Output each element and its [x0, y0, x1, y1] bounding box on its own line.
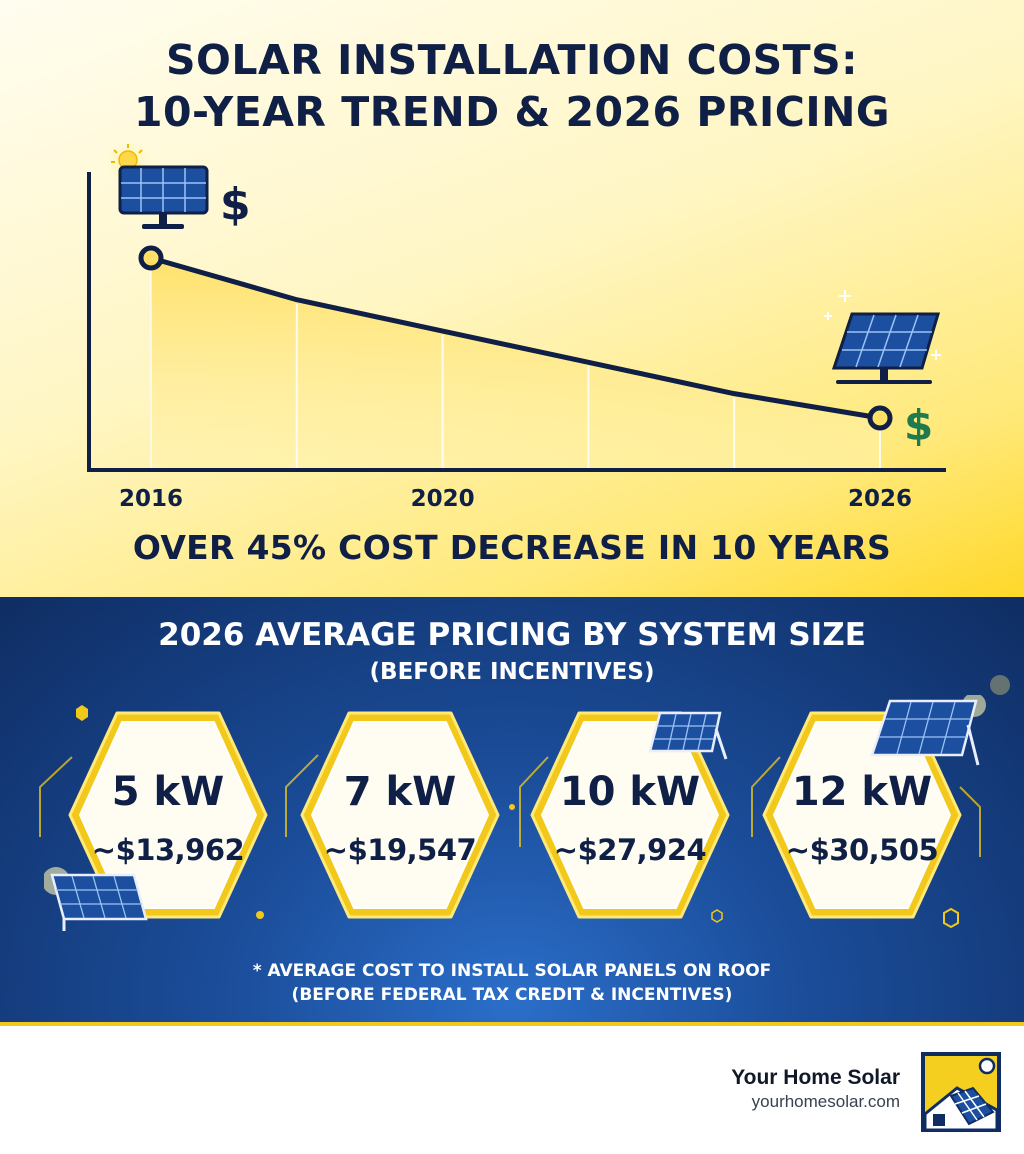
chart-point [138, 245, 164, 271]
hexagon-card-shape [68, 711, 268, 919]
system-price-label: ~$19,547 [323, 833, 477, 867]
brand-name: Your Home Solar [731, 1066, 900, 1089]
pricing-card: 7 kW ~$19,547 [298, 709, 502, 921]
title-line-2: 10-YEAR TREND & 2026 PRICING [133, 88, 891, 136]
pricing-title: 2026 AVERAGE PRICING BY SYSTEM SIZE [158, 617, 866, 653]
pricing-subtitle: (BEFORE INCENTIVES) [369, 659, 655, 685]
system-price-label: ~$27,924 [553, 833, 707, 867]
solar-panel-icon-left [44, 867, 148, 931]
solar-panel-icon-card4 [870, 695, 986, 766]
page-title: SOLAR INSTALLATION COSTS: 10-YEAR TREND … [0, 34, 1024, 138]
cost-decrease-summary: OVER 45% COST DECREASE IN 10 YEARS [132, 528, 892, 567]
x-tick-label: 2026 [848, 486, 912, 512]
system-size-label: 10 kW [559, 769, 701, 815]
x-tick-label: 2020 [411, 486, 475, 512]
trend-section: SOLAR INSTALLATION COSTS: 10-YEAR TREND … [0, 0, 1024, 597]
solar-panel-start-icon [106, 140, 209, 229]
footnote-line-2: (BEFORE FEDERAL TAX CREDIT & INCENTIVES) [291, 985, 733, 1005]
pricing-card: 10 kW ~$27,924 [528, 709, 732, 921]
end-dollar-icon: $ [904, 401, 933, 450]
system-price-label: ~$30,505 [785, 833, 939, 867]
hexagon-card-shape [762, 711, 962, 919]
chart-tick-labels: 2016 2020 2026 [119, 486, 912, 512]
system-size-label: 7 kW [343, 769, 457, 815]
house-solar-roof-icon [921, 1052, 1001, 1132]
pricing-card: 12 kW ~$30,505 [760, 709, 964, 921]
chart-line-group [138, 245, 893, 431]
footnote-line-1: * AVERAGE COST TO INSTALL SOLAR PANELS O… [252, 961, 772, 981]
hexagon-card-shape [300, 711, 500, 919]
title-line-1: SOLAR INSTALLATION COSTS: [165, 36, 859, 84]
system-size-label: 5 kW [111, 769, 225, 815]
pricing-card: 5 kW ~$13,962 [66, 709, 270, 921]
system-size-label: 12 kW [791, 769, 933, 815]
solar-panel-end-icon [824, 290, 941, 384]
solar-panel-icon-card3 [648, 711, 728, 760]
start-dollar-icon: $ [220, 179, 251, 230]
cost-trend-chart: 2016 2020 2026 $ [87, 140, 946, 512]
chart-area-fill [151, 258, 880, 470]
chart-point [867, 405, 893, 431]
section-divider [0, 1022, 1024, 1026]
hexagon-card-shape [530, 711, 730, 919]
pricing-footnote: * AVERAGE COST TO INSTALL SOLAR PANELS O… [0, 959, 1024, 1007]
chart-area [151, 258, 880, 470]
brand-url[interactable]: yourhomesolar.com [751, 1092, 900, 1111]
pricing-section: 2026 AVERAGE PRICING BY SYSTEM SIZE (BEF… [0, 597, 1024, 1024]
cost-trend-line [148, 255, 883, 421]
system-price-label: ~$13,962 [91, 833, 245, 867]
x-tick-label: 2016 [119, 486, 183, 512]
decorative-glow-lines [39, 675, 1010, 929]
